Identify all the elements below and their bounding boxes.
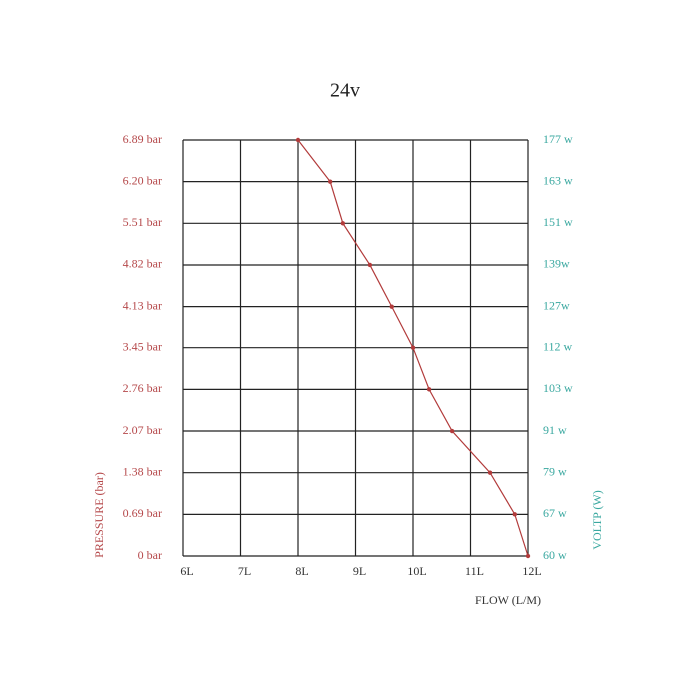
y-tick-label: 0 bar	[138, 548, 162, 562]
y-tick-label: 2.07 bar	[123, 423, 162, 437]
y-tick-label: 6.89 bar	[123, 132, 162, 146]
chart-title: 24v	[330, 80, 360, 102]
x-tick-label: 6L	[180, 564, 193, 578]
x-axis-label: FLOW (L/M)	[475, 593, 541, 607]
data-point	[367, 262, 373, 268]
y2-tick-label: 163 w	[543, 173, 573, 187]
data-point	[525, 553, 531, 559]
y-tick-label: 5.51 bar	[123, 215, 162, 229]
y2-tick-label: 60 w	[543, 548, 567, 562]
data-point	[340, 221, 346, 226]
y2-tick-label: 79 w	[543, 464, 567, 478]
y2-tick-label: 151 w	[543, 215, 573, 229]
data-point	[512, 512, 517, 517]
y2-axis-label: VOLTP (W)	[590, 490, 604, 549]
data-point	[449, 428, 455, 434]
y-tick-label: 2.76 bar	[123, 381, 162, 395]
data-point	[487, 470, 493, 475]
y2-tick-label: 91 w	[543, 423, 567, 437]
y2-tick-label: 127w	[543, 298, 570, 312]
y2-tick-label: 103 w	[543, 381, 573, 395]
y-tick-label: 0.69 bar	[123, 506, 162, 520]
y2-tick-label: 112 w	[543, 339, 573, 353]
data-point	[389, 304, 394, 309]
y-axis-label: PRESSURE (bar)	[92, 472, 106, 558]
y2-tick-label: 67 w	[543, 506, 567, 520]
x-tick-label: 7L	[238, 564, 251, 578]
x-tick-label: 10L	[407, 564, 426, 578]
y2-tick-label: 177 w	[543, 132, 573, 146]
y-tick-label: 6.20 bar	[123, 173, 162, 187]
y-tick-label: 4.13 bar	[123, 298, 162, 312]
data-point	[410, 345, 416, 350]
x-tick-label: 11L	[465, 564, 484, 578]
data-point	[328, 179, 333, 184]
y2-tick-label: 139w	[543, 257, 570, 271]
y-tick-label: 1.38 bar	[123, 464, 162, 478]
y-tick-label: 3.45 bar	[123, 339, 162, 353]
y-tick-label: 4.82 bar	[123, 257, 162, 271]
x-tick-label: 12L	[522, 564, 541, 578]
x-tick-label: 9L	[353, 564, 366, 578]
data-point	[295, 137, 301, 143]
data-point	[426, 387, 432, 392]
x-tick-label: 8L	[295, 564, 308, 578]
